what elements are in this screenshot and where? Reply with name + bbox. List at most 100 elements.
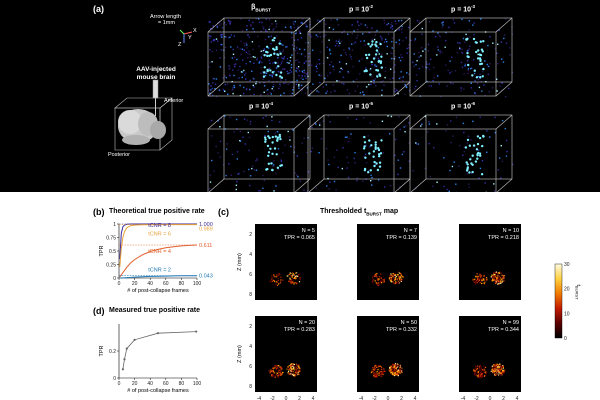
heatmap-pixel [480,273,482,275]
voxel [220,35,222,37]
voxel-cluster [466,166,469,169]
heatmap-pixel [289,366,292,368]
voxel [296,174,298,176]
voxel [219,57,221,59]
heatmap-pixel [277,375,279,377]
voxel [258,61,261,63]
heatmap-pixel [483,282,485,284]
voxel [326,90,328,92]
cube-back-face [223,17,311,83]
voxel [309,94,311,96]
heatmap-x-tick: 4 [516,396,519,400]
voxel [236,158,238,160]
voxel [389,133,391,135]
voxel [311,64,313,66]
voxel [291,44,294,46]
voxel [447,69,449,72]
heatmap-pixel [397,369,399,371]
heatmap-pixel [503,275,505,277]
heatmap-pixel [372,279,374,281]
heatmap-pixel [476,366,478,368]
voxel [264,134,266,137]
voxel-cluster [375,40,378,44]
heatmap-pixel [379,373,382,375]
heatmap-pixel [494,369,496,371]
cube-edge [293,81,311,97]
voxel [342,147,344,149]
heatmap-pixel [474,370,476,372]
heatmap-pixel [293,369,295,371]
heatmap-pixel [499,271,501,273]
heatmap-pixel [375,376,378,378]
heatmap-pixel [500,368,502,370]
voxel [280,79,282,82]
heatmap-pixel [375,275,377,277]
voxel [415,187,417,190]
heatmap-pixel [497,279,499,281]
heatmap-pixel [276,281,278,283]
voxel [209,92,211,95]
voxel [249,88,251,91]
voxel [217,40,219,42]
heatmap-pixel [399,278,401,280]
voxel [288,62,290,64]
heatmap-pixel [492,366,494,368]
heatmap-pixel [376,282,378,284]
heatmap-pixel [296,275,298,277]
arrow-length-label: Arrow length [150,14,181,20]
heatmap-pixel [372,280,374,282]
voxel [376,74,378,76]
heatmap-pixel [485,373,487,375]
voxel-cluster [268,54,271,57]
voxel [436,181,438,183]
voxel [505,139,508,142]
heatmap-pixel [289,272,291,274]
heatmap-pixel [499,368,501,370]
voxel [323,29,326,32]
voxel [461,52,464,54]
cube-back-face [425,17,513,83]
heatmap-pixel [288,372,290,374]
voxel [221,36,223,38]
voxel [265,53,267,56]
heatmap-pixel [502,370,504,372]
heatmap-pixel [374,374,376,377]
voxel [298,87,300,89]
voxel [307,171,310,173]
voxel [306,73,308,75]
voxel [217,152,219,154]
voxel [356,179,358,182]
voxel [356,34,359,36]
voxel [451,56,453,58]
voxel [281,30,283,32]
voxel [263,49,266,51]
heatmap-pixel [479,375,481,378]
voxel-cluster [467,63,470,67]
heatmap-pixel [476,273,478,275]
voxel [421,123,423,125]
heatmap-pixel [288,273,290,276]
voxel [437,46,439,48]
heatmap-pixel [279,274,281,276]
voxel [501,160,504,162]
heatmap-pixel [291,363,293,365]
heatmap-pixel [293,368,295,370]
voxel [247,57,249,59]
voxel [249,175,252,177]
heatmap-pixel [271,275,273,277]
heatmap-pixel [379,370,381,372]
voxel [349,54,351,56]
heatmap-pixel [494,364,496,367]
voxel [399,59,402,62]
series-line-3 [119,244,198,278]
voxel [383,19,385,21]
heatmap-pixel [271,281,273,283]
cube-title-p6-text: p = 10 [450,103,472,111]
voxel [280,94,282,96]
heatmap-pixel [475,372,477,375]
heatmap-pixel [494,368,496,370]
voxel [329,64,331,66]
heatmap-pixel [292,273,295,276]
voxel [289,56,292,59]
specimen-line-1: AAV-injected [136,66,176,73]
